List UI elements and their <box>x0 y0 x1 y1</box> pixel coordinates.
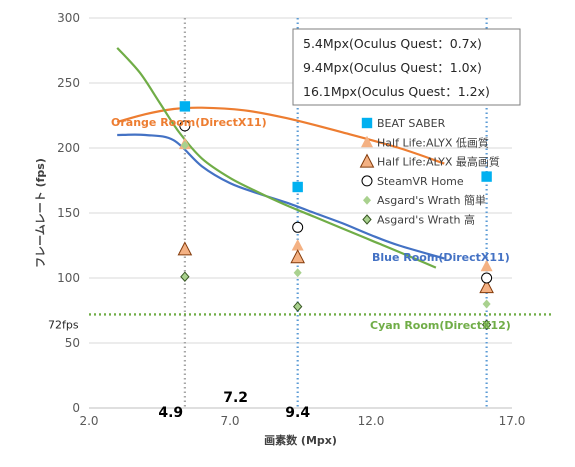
legend-label-asgard-s-wrath: Asgard's Wrath 高 <box>377 213 475 227</box>
legend-label-half-life-alyx: Half Life:ALYX 最高画質 <box>377 155 500 169</box>
x-annotation-label: 9.4 <box>285 405 310 421</box>
y-tick-label: 100 <box>57 271 80 285</box>
legend-marker-asgard-s-wrath <box>362 214 372 225</box>
x-tick-label: 17.0 <box>499 414 526 428</box>
note-line: 5.4Mpx(Oculus Quest：0.7x) <box>303 36 482 51</box>
point-half-life-alyx <box>177 241 193 256</box>
y-tick-label: 50 <box>65 336 80 350</box>
annotation-layer: 72fps Orange Room(DirectX11) Blue Room(Dir… <box>48 116 552 421</box>
legend-marker-steamvr-home <box>361 175 373 187</box>
point-beat-saber <box>481 171 492 182</box>
point-asgard-s-wrath <box>481 319 492 331</box>
point-asgard-s-wrath <box>180 271 190 282</box>
notes-box: 5.4Mpx(Oculus Quest：0.7x) 9.4Mpx(Oculus Q… <box>292 28 521 106</box>
vertical-guide-lines <box>183 18 488 408</box>
x-tick-label: 12.0 <box>358 414 385 428</box>
curve-label-cyan-room-directx12: Cyan Room(DirectX12) <box>370 319 511 332</box>
point-half-life-alyx <box>291 239 304 251</box>
y-tick-label: 200 <box>57 141 80 155</box>
point-asgard-s-wrath <box>293 268 302 278</box>
curve-orange-room-directx11 <box>116 106 445 165</box>
x-axis-title: 画素数 (Mpx) <box>264 433 337 447</box>
notes-box-frame <box>292 28 521 106</box>
note-line: 9.4Mpx(Oculus Quest：1.0x) <box>303 60 482 75</box>
curve-label-orange-room-directx11: Orange Room(DirectX11) <box>111 116 267 129</box>
legend-label-asgard-s-wrath: Asgard's Wrath 簡単 <box>377 193 486 207</box>
x-tick-label: 7.0 <box>220 414 239 428</box>
point-half-life-alyx <box>290 249 306 264</box>
point-asgard-s-wrath <box>180 140 189 150</box>
point-steamvr-home <box>292 221 304 233</box>
legend-label-beat-saber: BEAT SABER <box>377 117 446 130</box>
axis-layer: 0 50 100 150 200 250 300 2.0 7.0 12.0 17.0 フレームレート … <box>34 11 525 447</box>
note-line: 16.1Mpx(Oculus Quest：1.2x) <box>303 84 490 99</box>
point-asgard-s-wrath <box>482 299 491 309</box>
legend-label-steamvr-home: SteamVR Home <box>377 175 464 188</box>
point-half-life-alyx <box>479 279 494 294</box>
y-axis-title: フレームレート (fps) <box>34 158 47 268</box>
y-tick-label: 0 <box>72 401 80 415</box>
x-annotation-label: 7.2 <box>223 390 248 406</box>
y-tick-label: 250 <box>57 76 80 90</box>
curve-label-blue-room-directx11: Blue Room(DirectX11) <box>372 251 510 264</box>
x-tick-label: 2.0 <box>79 414 98 428</box>
x-annotation-label: 4.9 <box>158 405 183 421</box>
fps-72-label: 72fps <box>48 318 79 331</box>
y-tick-label: 150 <box>57 206 80 220</box>
curve-layer <box>116 47 445 269</box>
legend-label-half-life-alyx: Half Life:ALYX 低画質 <box>377 135 489 149</box>
point-steamvr-home <box>481 272 493 284</box>
y-tick-label: 300 <box>57 11 80 25</box>
point-beat-saber <box>179 101 191 112</box>
marker-layer <box>177 101 494 331</box>
legend-marker-asgard-s-wrath <box>363 195 371 205</box>
legend-marker-beat-saber <box>361 117 373 129</box>
point-half-life-alyx <box>480 259 493 272</box>
legend: BEAT SABER Half Life:ALYX 低画質 Half Life:AL… <box>359 117 500 227</box>
curve-cyan-room-directx12 <box>116 47 437 269</box>
point-beat-saber <box>292 181 303 193</box>
legend-marker-half-life-alyx <box>359 153 375 168</box>
point-steamvr-home <box>179 120 191 132</box>
point-asgard-s-wrath <box>293 301 303 312</box>
legend-marker-half-life-alyx <box>361 135 373 148</box>
